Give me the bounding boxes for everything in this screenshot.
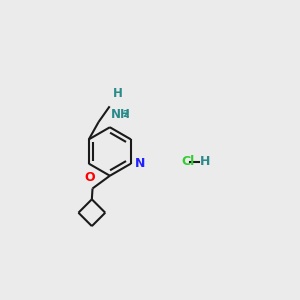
Text: O: O xyxy=(85,171,95,184)
Text: H: H xyxy=(112,87,122,100)
Text: N: N xyxy=(135,157,146,170)
Text: NH: NH xyxy=(111,108,131,121)
Text: H: H xyxy=(200,155,210,168)
Text: Cl: Cl xyxy=(182,155,195,168)
Text: 2: 2 xyxy=(122,110,128,119)
